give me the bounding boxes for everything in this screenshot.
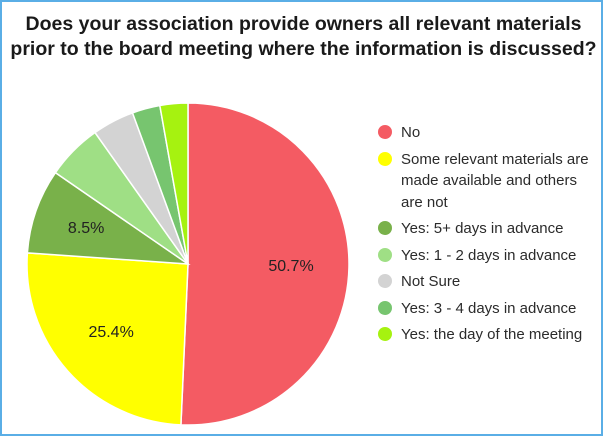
legend-swatch-some-materials xyxy=(378,151,392,166)
legend-swatch-5-plus-days xyxy=(378,221,392,235)
chart-title-line-1: Does your association provide owners all… xyxy=(25,13,582,35)
legend-swatch-3-4-days xyxy=(378,300,392,315)
chart-title-line-2: prior to the board meeting where the inf… xyxy=(10,38,597,60)
legend-label-not-sure: Not Sure xyxy=(401,273,461,290)
pie-slice-label-0: 50.7% xyxy=(268,258,313,275)
legend-label-1-2-days: Yes: 1 - 2 days in advance xyxy=(401,246,577,264)
chart-legend: No Some relevant materials are made avai… xyxy=(378,122,593,351)
legend-label-no: No xyxy=(401,124,421,141)
legend-label-3-4-days: Yes: 3 - 4 days in advance xyxy=(401,299,577,317)
chart-title: Does your association provide owners all… xyxy=(2,12,603,62)
legend-item-3-4-days: Yes: 3 - 4 days in advance xyxy=(378,298,593,320)
legend-swatch-not-sure xyxy=(378,274,392,288)
pie-slice-2 xyxy=(26,171,191,265)
pie-slice-6 xyxy=(158,102,189,265)
legend-swatch-1-2-days xyxy=(378,247,392,262)
pie-slice-1 xyxy=(26,252,189,426)
legend-item-day-of: Yes: the day of the meeting xyxy=(378,324,593,346)
pie-slice-0 xyxy=(180,102,350,426)
legend-item-1-2-days: Yes: 1 - 2 days in advance xyxy=(378,245,593,267)
legend-item-5-plus-days: Yes: 5+ days in advance xyxy=(378,218,593,240)
legend-item-no: No xyxy=(378,122,593,144)
legend-item-some-materials: Some relevant materials are made availab… xyxy=(378,149,593,214)
legend-swatch-day-of xyxy=(378,327,392,341)
pie-slice-label-2: 8.5% xyxy=(68,220,104,237)
legend-swatch-no xyxy=(378,125,392,139)
legend-label-some-materials: Some relevant materials are made availab… xyxy=(401,150,589,211)
legend-item-not-sure: Not Sure xyxy=(378,271,593,293)
legend-label-day-of: Yes: the day of the meeting xyxy=(401,326,583,343)
pie-slice-label-1: 25.4% xyxy=(88,324,133,341)
legend-label-5-plus-days: Yes: 5+ days in advance xyxy=(401,220,564,237)
